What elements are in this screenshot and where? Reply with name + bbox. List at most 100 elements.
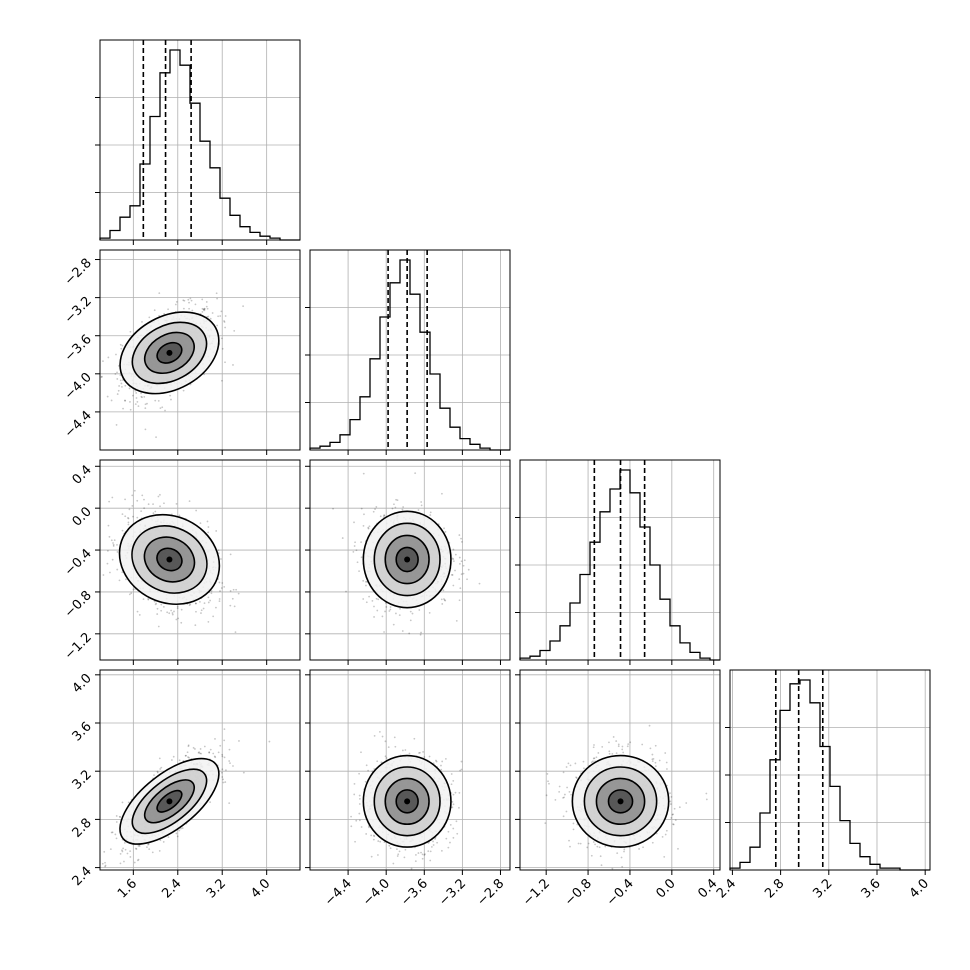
sample-point [592, 841, 595, 843]
sample-point [123, 860, 125, 863]
sample-point [175, 618, 178, 621]
contour-line-1 [143, 331, 195, 375]
sample-point [129, 408, 132, 411]
sample-point [167, 836, 170, 839]
sample-point [147, 843, 150, 845]
contour-line-0 [156, 341, 183, 364]
sample-point [450, 574, 453, 576]
sample-point [355, 549, 358, 552]
sample-point [121, 529, 124, 532]
sample-point [569, 845, 571, 848]
sample-point [135, 397, 138, 399]
sample-point [136, 859, 139, 862]
sample-point [411, 612, 414, 615]
sample-point [138, 614, 141, 616]
sample-point [362, 524, 365, 527]
sample-point [161, 406, 164, 409]
sample-point [129, 856, 132, 858]
sample-point [207, 315, 210, 318]
sample-point [214, 756, 217, 759]
sample-point [458, 791, 461, 794]
sample-point [157, 495, 160, 498]
sample-point [401, 508, 404, 511]
sample-point [128, 387, 131, 390]
sample-point [222, 778, 224, 781]
sample-point [332, 507, 334, 510]
sample-point [119, 853, 122, 855]
sample-point [638, 848, 640, 850]
sample-point [363, 513, 365, 516]
sample-point [169, 394, 172, 397]
sample-point [120, 347, 123, 350]
sample-point [418, 752, 420, 754]
sample-point [451, 806, 454, 809]
sample-point [388, 610, 391, 612]
sample-point [122, 847, 125, 850]
sample-point [143, 507, 146, 510]
panel-frame [99, 39, 301, 241]
sample-point [176, 607, 179, 610]
sample-point [200, 752, 203, 755]
contour-line-1 [384, 534, 430, 585]
sample-point [217, 315, 220, 318]
sample-point [373, 835, 376, 838]
sample-point [123, 841, 126, 844]
sample-point [414, 472, 417, 475]
sample-point [131, 494, 134, 497]
sample-point [458, 578, 461, 581]
sample-point [215, 530, 218, 532]
sample-point [121, 344, 124, 347]
sample-point [147, 598, 150, 601]
sample-point [350, 815, 352, 818]
sample-point [199, 522, 202, 525]
sample-point [345, 590, 347, 593]
sample-point [131, 504, 134, 507]
sample-point [127, 521, 130, 524]
sample-point [140, 392, 142, 395]
sample-point [136, 400, 139, 403]
sample-point [452, 548, 455, 551]
sample-point [207, 601, 210, 604]
sample-point [180, 827, 182, 830]
contour-line-2 [373, 522, 441, 597]
sample-point [158, 314, 161, 317]
sample-point [455, 820, 458, 823]
density-peak [404, 556, 411, 563]
sample-point [587, 842, 590, 845]
tick-label-y: −3.2 [62, 294, 95, 327]
sample-point [124, 384, 127, 387]
sample-point [132, 588, 135, 591]
sample-point [170, 759, 173, 761]
sample-point [615, 752, 618, 755]
sample-point [135, 392, 138, 394]
sample-point [221, 379, 223, 382]
sample-point [160, 766, 163, 769]
sample-point [181, 827, 184, 830]
sample-point [220, 771, 223, 774]
sample-point [116, 879, 118, 881]
sample-point [154, 510, 157, 513]
tick-label-y: −1.2 [62, 630, 95, 663]
sample-point [391, 507, 394, 510]
panel-frame [309, 249, 511, 451]
sample-point [109, 571, 111, 574]
tick-label-x: −2.8 [474, 876, 507, 909]
sample-point [385, 757, 388, 759]
sample-point [108, 500, 111, 503]
sample-point [364, 780, 367, 783]
sample-point [124, 515, 127, 518]
sample-point [611, 752, 614, 755]
sample-point [141, 494, 144, 497]
sample-point [189, 603, 192, 606]
sample-point [107, 524, 110, 527]
tick-label-y: −2.8 [62, 256, 95, 289]
sample-point [223, 585, 226, 588]
tick-label-y: 3.2 [70, 767, 95, 792]
sample-point [608, 752, 611, 755]
sample-point [189, 297, 192, 300]
sample-point [134, 847, 137, 850]
sample-point [128, 508, 131, 511]
sample-point [562, 797, 564, 799]
sample-point [460, 537, 462, 540]
sample-point [440, 764, 442, 767]
